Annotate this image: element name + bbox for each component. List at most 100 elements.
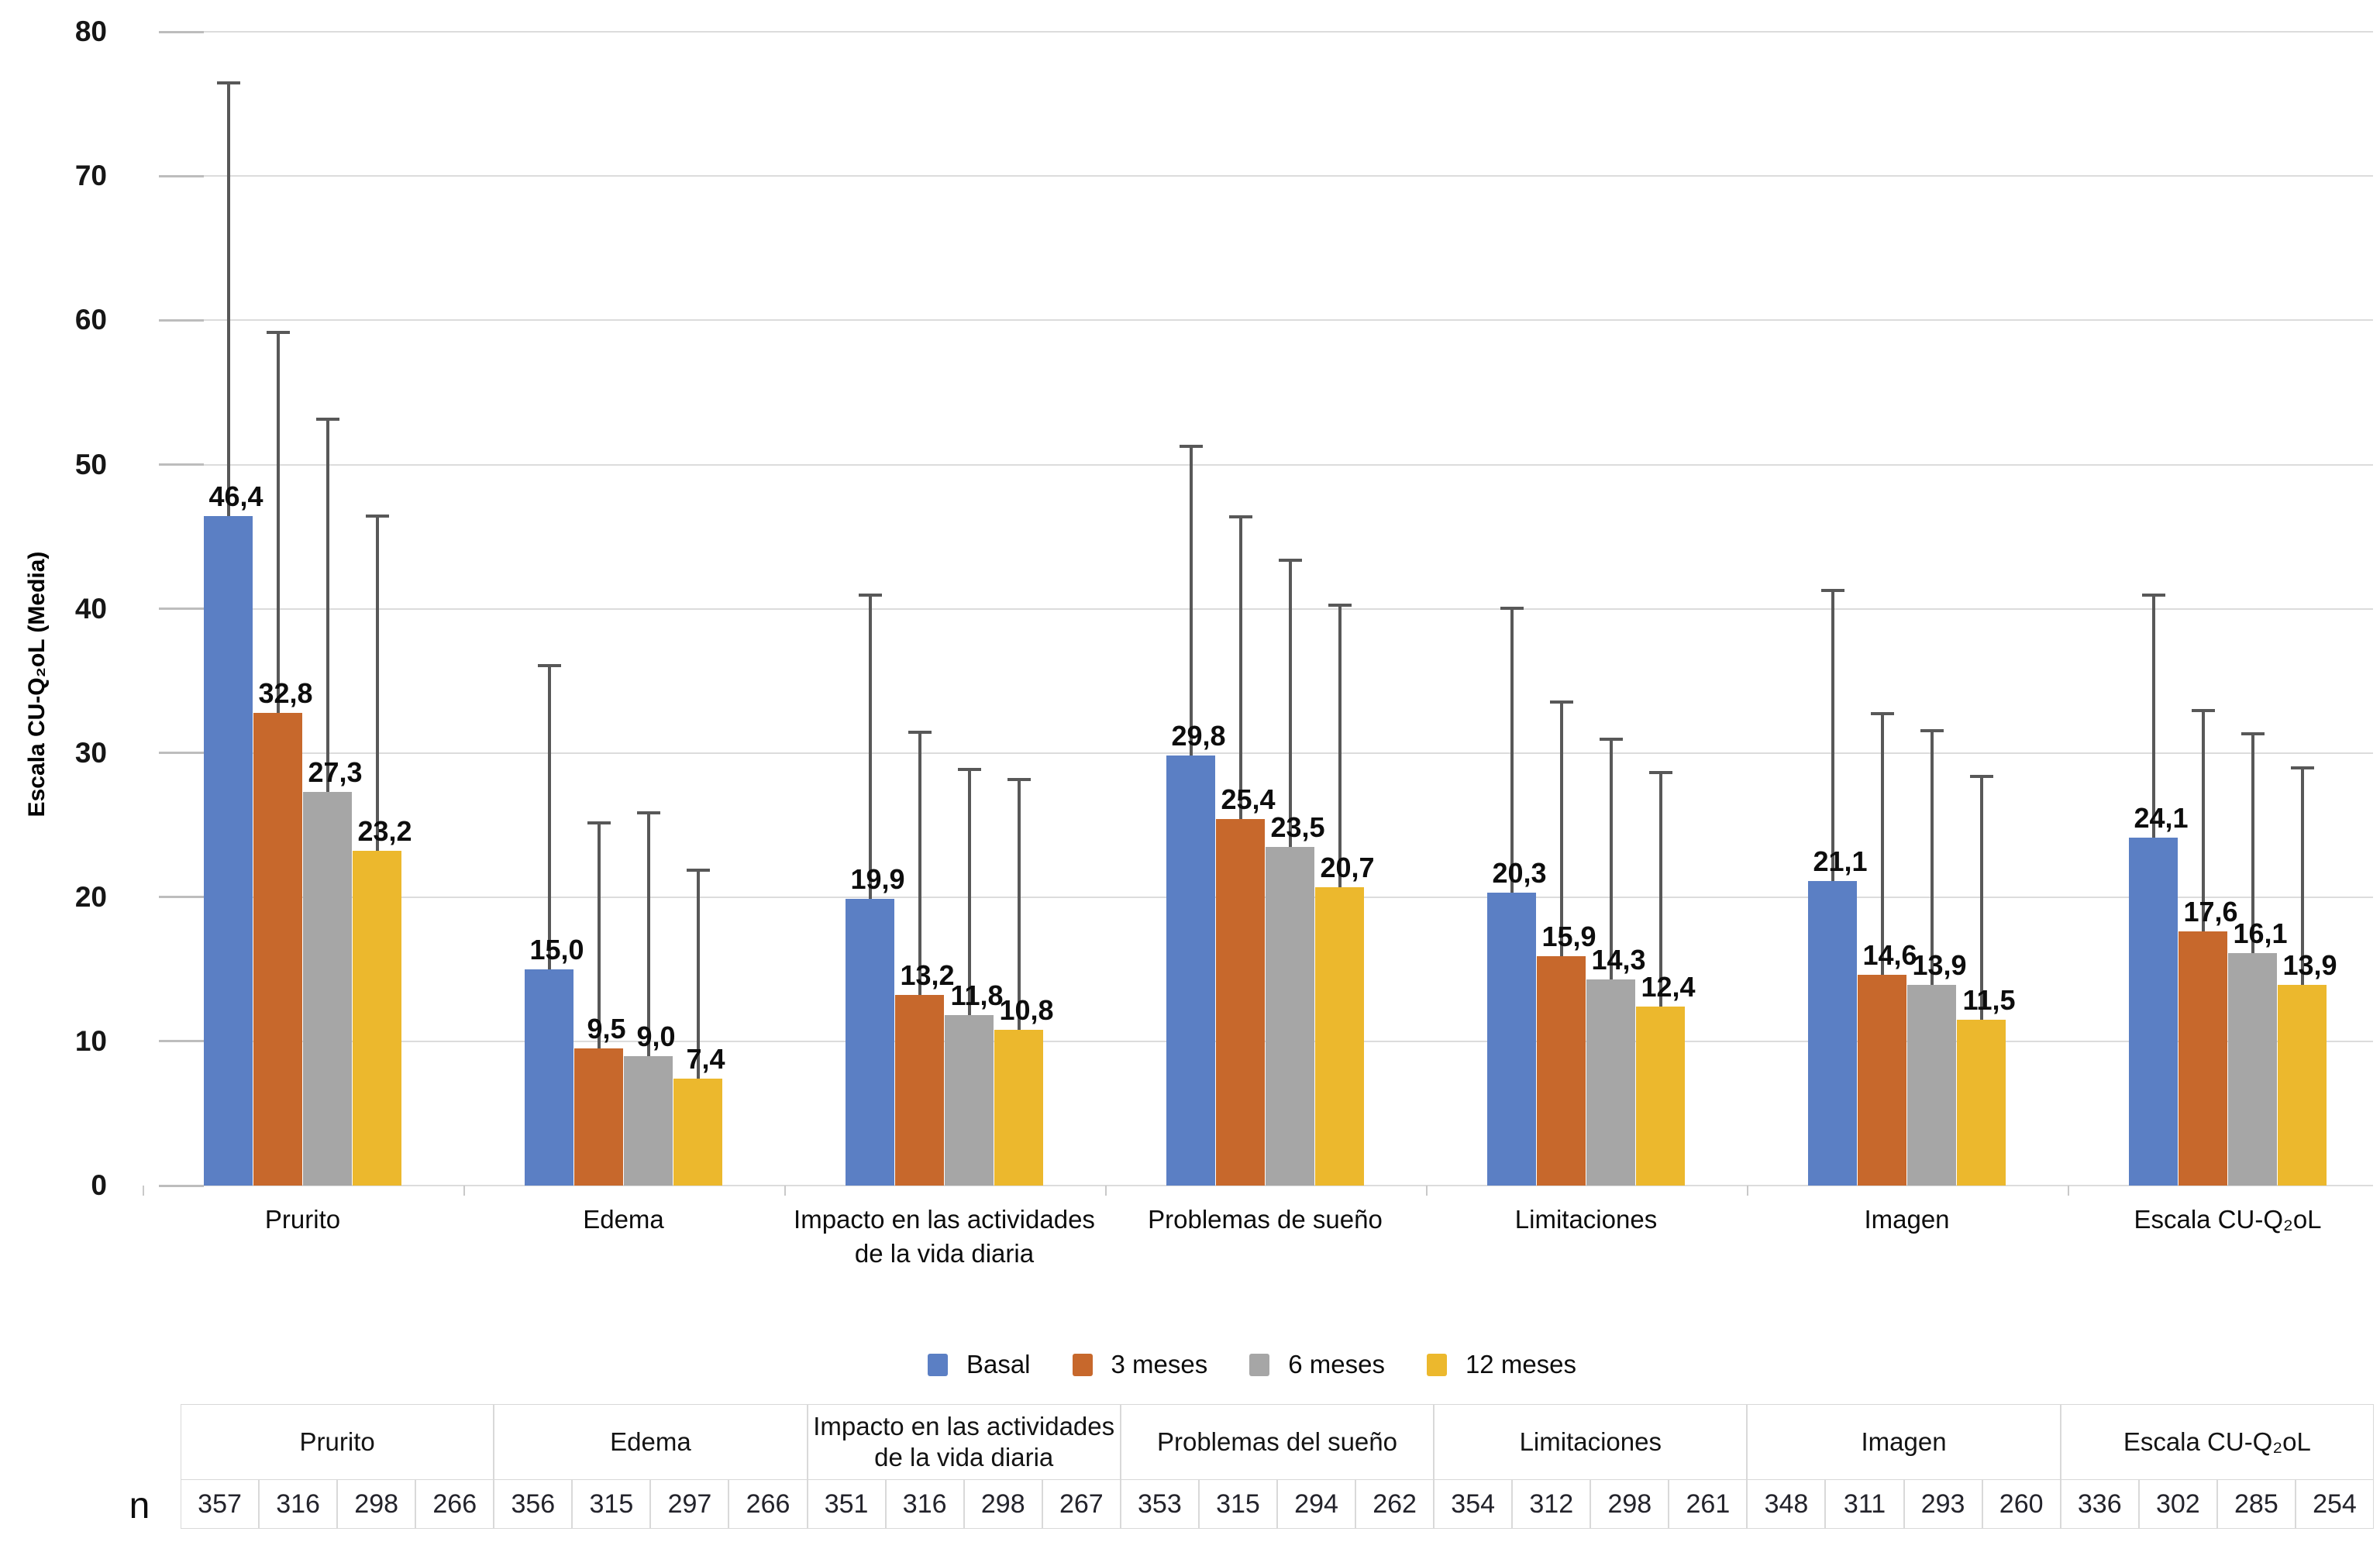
- bar: [204, 516, 253, 1186]
- error-bar-cap: [1648, 770, 1672, 774]
- error-bar-cap: [1007, 778, 1031, 782]
- bar-value-label: 16,1: [2233, 917, 2288, 950]
- error-bar-cap: [266, 331, 290, 335]
- table-group-header: Impacto en las actividades de la vida di…: [807, 1404, 1121, 1479]
- bar: [1636, 1007, 1685, 1186]
- error-bar-cap: [636, 811, 660, 814]
- y-tick-label: 80: [74, 15, 107, 48]
- legend-item: 6 meses: [1249, 1350, 1385, 1379]
- table-cell: 316: [259, 1479, 338, 1529]
- bar-value-label: 46,4: [208, 480, 263, 513]
- error-bar: [1979, 776, 1983, 1020]
- error-bar-cap: [1278, 559, 1302, 563]
- table-group-header: Limitaciones: [1434, 1404, 1748, 1479]
- error-bar-cap: [365, 514, 389, 518]
- bar: [1957, 1019, 2006, 1186]
- y-tick-label: 20: [74, 880, 107, 913]
- error-bar-cap: [1179, 445, 1203, 449]
- table-cell: 348: [1747, 1479, 1826, 1529]
- table-cell: 298: [337, 1479, 416, 1529]
- table-cell: 316: [885, 1479, 964, 1529]
- error-bar: [1288, 559, 1292, 847]
- y-axis-tick: [159, 896, 204, 899]
- error-bar: [1510, 607, 1514, 893]
- error-bar-cap: [1599, 738, 1623, 742]
- error-bar-cap: [858, 593, 882, 597]
- bar: [1266, 846, 1314, 1186]
- error-bar-cap: [1820, 589, 1844, 593]
- table-cell: 260: [1982, 1479, 2061, 1529]
- bar-value-label: 11,8: [950, 979, 1004, 1012]
- bar-value-label: 15,0: [529, 933, 584, 965]
- legend: Basal 3 meses 6 meses 12 meses: [124, 1350, 2380, 1379]
- error-bar: [375, 515, 379, 852]
- legend-swatch: [1072, 1353, 1093, 1376]
- error-bar: [2201, 709, 2205, 932]
- y-axis-tick: [159, 1184, 204, 1187]
- error-bar: [226, 82, 230, 517]
- error-bar: [868, 594, 872, 899]
- table-cell: 298: [1590, 1479, 1669, 1529]
- error-bar-cap: [686, 869, 710, 873]
- table-cell: 353: [1120, 1479, 1199, 1529]
- bar: [2179, 931, 2227, 1186]
- table-cell: 262: [1355, 1479, 1435, 1529]
- bar: [945, 1015, 994, 1186]
- bar: [1907, 985, 1956, 1186]
- error-bar-cap: [315, 417, 339, 421]
- table-cell: 312: [1512, 1479, 1591, 1529]
- bar-value-label: 23,5: [1270, 811, 1325, 843]
- table-cell: 294: [1276, 1479, 1356, 1529]
- y-axis-tick: [159, 608, 204, 611]
- table-cell: 298: [963, 1479, 1042, 1529]
- error-bar-cap: [957, 768, 981, 772]
- error-bar: [1609, 738, 1613, 979]
- bar-value-label: 29,8: [1171, 720, 1226, 752]
- table-cell: 315: [572, 1479, 651, 1529]
- bar-value-label: 13,9: [1912, 949, 1967, 982]
- x-axis-tick: [1105, 1186, 1107, 1196]
- x-axis-tick: [463, 1186, 465, 1196]
- bar-value-label: 20,3: [1492, 857, 1547, 890]
- table-cell: 293: [1903, 1479, 1982, 1529]
- bar: [1166, 756, 1215, 1186]
- bar: [2129, 838, 2178, 1186]
- x-axis-tick: [1747, 1186, 1748, 1196]
- y-axis-tick: [159, 174, 204, 177]
- bar-value-label: 9,0: [636, 1020, 676, 1052]
- error-bar-cap: [1969, 775, 1993, 779]
- error-bar: [646, 812, 650, 1056]
- table-group-header: Imagen: [1747, 1404, 2061, 1479]
- error-bar-cap: [1328, 604, 1352, 608]
- table-cell: 254: [2295, 1479, 2374, 1529]
- bar-value-label: 17,6: [2183, 896, 2238, 928]
- table-cell: 297: [650, 1479, 729, 1529]
- table-cell: 261: [1669, 1479, 1748, 1529]
- bar-value-label: 13,9: [2282, 949, 2337, 982]
- bar-value-label: 24,1: [2134, 802, 2189, 835]
- y-tick-label: 50: [74, 448, 107, 480]
- y-axis-tick: [159, 318, 204, 322]
- bar: [1216, 819, 1265, 1186]
- y-tick-label: 60: [74, 304, 107, 336]
- table-group-header: Problemas del sueño: [1120, 1404, 1435, 1479]
- bar-value-label: 27,3: [308, 756, 363, 788]
- error-bar: [547, 665, 551, 969]
- error-bar: [2300, 767, 2304, 986]
- table-cell: 266: [415, 1479, 494, 1529]
- bar: [2278, 985, 2327, 1186]
- bar-value-label: 14,3: [1591, 943, 1646, 976]
- x-axis-tick: [143, 1186, 144, 1196]
- error-bar: [918, 731, 921, 996]
- y-tick-label: 0: [91, 1169, 107, 1201]
- bar-value-label: 25,4: [1221, 783, 1276, 816]
- bar-value-label: 11,5: [1962, 983, 2016, 1016]
- legend-swatch: [1249, 1353, 1270, 1376]
- gridline: [159, 175, 2373, 177]
- bar-value-label: 21,1: [1813, 845, 1868, 878]
- bar: [673, 1079, 722, 1186]
- error-bar-cap: [1920, 728, 1944, 732]
- legend-swatch: [1426, 1353, 1447, 1376]
- x-axis-tick: [2068, 1186, 2069, 1196]
- error-bar: [1017, 779, 1021, 1030]
